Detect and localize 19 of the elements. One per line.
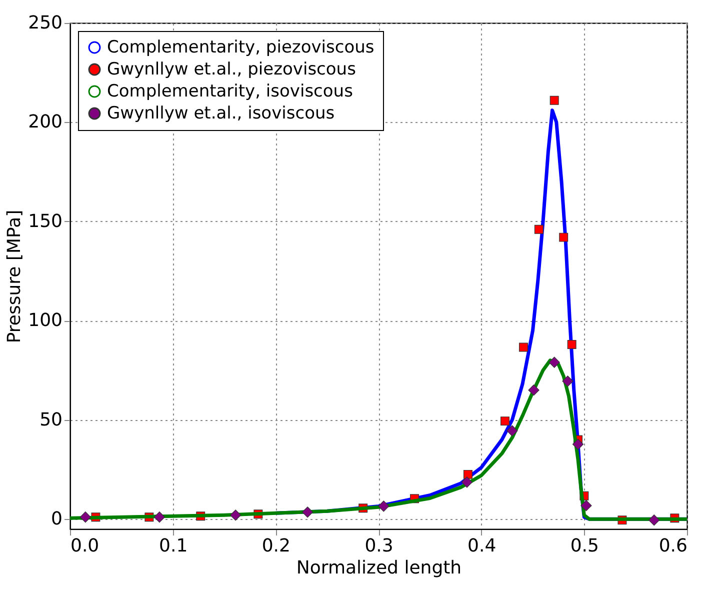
x-tick-label: 0.3 (364, 536, 394, 556)
y-tick-label: 200 (28, 112, 62, 133)
x-tick-label: 0.6 (658, 536, 688, 556)
y-axis-title: Pressure [MPa] (4, 210, 26, 344)
x-tick-label: 0.5 (570, 536, 599, 556)
y-tick-label: 250 (28, 12, 62, 34)
y-tick-label: 150 (28, 210, 62, 232)
x-tick-label: 0.1 (159, 536, 188, 556)
y-tick-label: 50 (40, 409, 62, 430)
x-axis-title: Normalized length (296, 558, 462, 578)
x-tick-label: 0.2 (262, 536, 290, 556)
legend-label: Complementarity, piezoviscous (107, 38, 374, 58)
y-tick-label: 100 (28, 310, 62, 332)
legend-label: Gwynllyw et.al., isoviscous (107, 104, 335, 124)
legend-label: Gwynllyw et.al., piezoviscous (107, 60, 356, 80)
x-tick-label: 0.0 (70, 536, 100, 556)
x-tick-label: 0.4 (468, 536, 496, 556)
legend-label: Complementarity, isoviscous (107, 82, 354, 102)
y-tick-label: 0 (51, 508, 62, 530)
